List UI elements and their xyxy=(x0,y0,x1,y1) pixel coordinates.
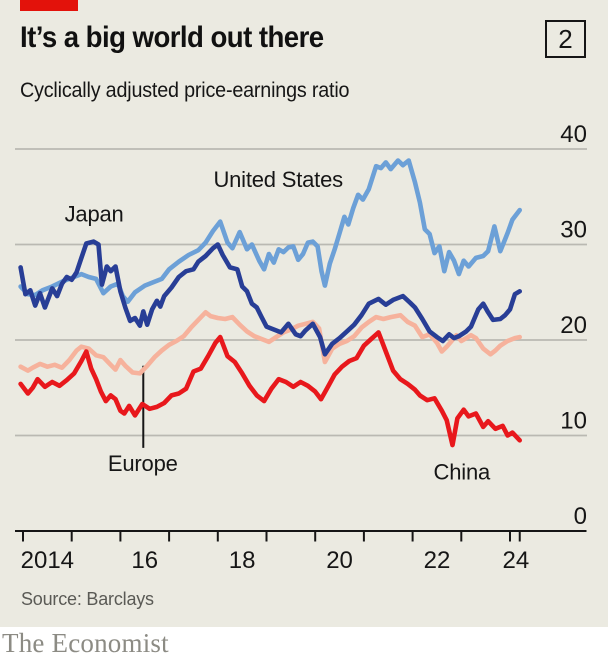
x-axis-label-16: 16 xyxy=(131,547,158,574)
y-axis-label-40: 40 xyxy=(560,121,587,148)
y-axis-label-10: 10 xyxy=(560,408,587,435)
red-banner xyxy=(20,0,78,11)
series-label-china: China xyxy=(434,459,491,484)
series-label-japan: Japan xyxy=(65,202,124,227)
cape-line-chart: 0 10 20 30 40 2014 16 18 20 22 24 Europe China United… xyxy=(15,121,587,574)
y-axis-label-30: 30 xyxy=(560,217,587,244)
y-axis-label-20: 20 xyxy=(560,312,587,339)
chart-canvas: It’s a big world out there 2 Cyclically … xyxy=(0,0,608,627)
chart-subtitle: Cyclically adjusted price-earnings ratio xyxy=(20,79,350,102)
x-axis-label-24: 24 xyxy=(502,547,529,574)
figure-number-badge: 2 xyxy=(545,20,586,58)
x-axis-label-2014: 2014 xyxy=(21,547,74,574)
series-line-japan xyxy=(18,239,523,357)
series-label-united-states: United States xyxy=(213,167,343,192)
y-axis-label-0: 0 xyxy=(574,503,587,530)
series-line-china xyxy=(18,330,523,448)
page-title: It’s a big world out there xyxy=(20,21,324,54)
x-axis-label-22: 22 xyxy=(424,547,451,574)
x-axis-label-20: 20 xyxy=(326,547,353,574)
series-label-europe: Europe xyxy=(108,451,178,476)
economist-masthead: The Economist xyxy=(2,628,169,658)
series-line-europe xyxy=(18,309,523,376)
series-line-united-states xyxy=(18,158,523,305)
x-axis-label-18: 18 xyxy=(229,547,256,574)
source-note: Source: Barclays xyxy=(21,589,154,609)
